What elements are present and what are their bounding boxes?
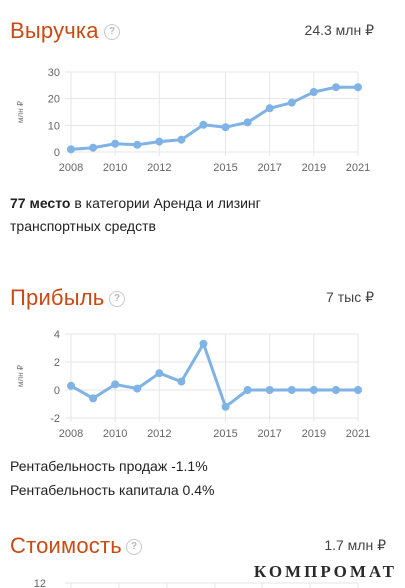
- revenue-data-point: [177, 135, 186, 144]
- revenue-data-point: [354, 83, 362, 92]
- revenue-help-icon[interactable]: ?: [104, 24, 120, 40]
- revenue-section: Выручка ? 24.3 млн ₽ 0 10 20 30 2008 2010 2012…: [0, 18, 405, 248]
- profit-ylabel: млн ₽: [16, 365, 25, 387]
- revenue-ylabel: млн ₽: [16, 101, 25, 123]
- revenue-data-point: [133, 140, 142, 149]
- profit-ytick-label: -2: [50, 413, 60, 425]
- profit-xtick-label: 2008: [59, 428, 83, 440]
- profit-ytick-label: 4: [54, 329, 60, 341]
- revenue-xtick-label: 2021: [346, 162, 370, 174]
- profit-xtick-label: 2021: [346, 428, 370, 440]
- profit-xtick-label: 2010: [103, 428, 127, 440]
- revenue-rank-category: в категории Аренда и лизинг транспортных…: [10, 195, 261, 234]
- revenue-title: Выручка: [10, 18, 99, 43]
- cost-chart: 12: [34, 578, 359, 588]
- profit-data-point: [354, 386, 362, 394]
- profit-capital-margin: Рентабельность капитала 0.4%: [10, 482, 215, 498]
- cost-header: Стоимость ? 1.7 млн ₽: [0, 533, 405, 567]
- profit-chart: -2 0 2 4 2008 2010 2012 2015 2017 2019 2021 млн ₽: [16, 329, 370, 440]
- revenue-data-point: [287, 98, 296, 107]
- revenue-data-point: [243, 118, 252, 127]
- profit-data-point: [331, 386, 340, 394]
- revenue-rank: 77 место в категории Аренда и лизинг тра…: [10, 192, 300, 238]
- profit-ytick-label: 2: [54, 357, 60, 369]
- revenue-ytick-label: 10: [48, 120, 60, 132]
- profit-xtick-label: 2012: [147, 428, 171, 440]
- profit-data-point: [287, 386, 296, 394]
- revenue-rank-place: 77 место: [10, 195, 71, 211]
- revenue-ytick-label: 30: [48, 67, 60, 79]
- revenue-xtick-label: 2010: [103, 162, 127, 174]
- revenue-xtick-label: 2012: [147, 162, 171, 174]
- profit-data-point: [221, 402, 230, 411]
- cost-title: Стоимость: [10, 533, 122, 558]
- revenue-data-point: [265, 104, 274, 113]
- revenue-ytick-label: 20: [48, 94, 60, 106]
- cost-help-icon[interactable]: ?: [126, 539, 142, 555]
- profit-data-point: [243, 386, 252, 394]
- profit-data-point: [111, 380, 120, 389]
- revenue-value: 24.3 млн ₽: [304, 22, 374, 38]
- profit-data-point: [199, 339, 208, 348]
- revenue-xtick-label: 2008: [59, 162, 83, 174]
- profit-value: 7 тыс ₽: [326, 289, 374, 305]
- profit-data-point: [309, 386, 318, 394]
- watermark-logo: КОМПРОМАТ: [254, 562, 397, 582]
- revenue-data-point: [111, 139, 120, 148]
- profit-section: Прибыль ? 7 тыс ₽ -2 0 2 4 2008 2010 2012 2015 2…: [0, 285, 405, 505]
- profit-data-point: [67, 381, 75, 390]
- cost-value: 1.7 млн ₽: [324, 537, 386, 553]
- profit-data-point: [89, 394, 98, 403]
- revenue-data-point: [221, 123, 230, 132]
- cost-section: Стоимость ? 1.7 млн ₽ 12: [0, 533, 405, 588]
- revenue-data-point: [155, 137, 164, 146]
- profit-header: Прибыль ? 7 тыс ₽: [0, 285, 405, 319]
- profit-help-icon[interactable]: ?: [109, 291, 125, 307]
- cost-ytick-label: 12: [34, 578, 46, 588]
- revenue-data-point: [331, 83, 340, 92]
- revenue-data-point: [89, 143, 98, 152]
- profit-data-point: [133, 384, 142, 393]
- watermark-text: КОМПРОМАТ: [253, 562, 397, 581]
- revenue-data-point: [199, 120, 208, 129]
- profit-xtick-label: 2017: [257, 428, 281, 440]
- profit-data-point: [177, 377, 186, 386]
- profit-data-point: [155, 369, 164, 378]
- revenue-chart: 0 10 20 30 2008 2010 2012 2015 2017 2019 2021 млн ₽: [16, 67, 370, 174]
- revenue-data-point: [67, 145, 75, 154]
- revenue-xtick-label: 2015: [213, 162, 237, 174]
- profit-data-point: [265, 386, 274, 394]
- profit-xtick-label: 2019: [302, 428, 326, 440]
- revenue-data-point: [309, 88, 318, 96]
- revenue-header: Выручка ? 24.3 млн ₽: [0, 18, 405, 52]
- profit-sales-margin: Рентабельность продаж -1.1%: [10, 458, 208, 474]
- profit-title: Прибыль: [10, 285, 105, 310]
- profit-xtick-label: 2015: [213, 428, 237, 440]
- revenue-xtick-label: 2017: [257, 162, 281, 174]
- revenue-ytick-label: 0: [54, 147, 60, 159]
- profit-ytick-label: 0: [54, 385, 60, 397]
- profit-series-line: [70, 342, 358, 409]
- revenue-xtick-label: 2019: [302, 162, 326, 174]
